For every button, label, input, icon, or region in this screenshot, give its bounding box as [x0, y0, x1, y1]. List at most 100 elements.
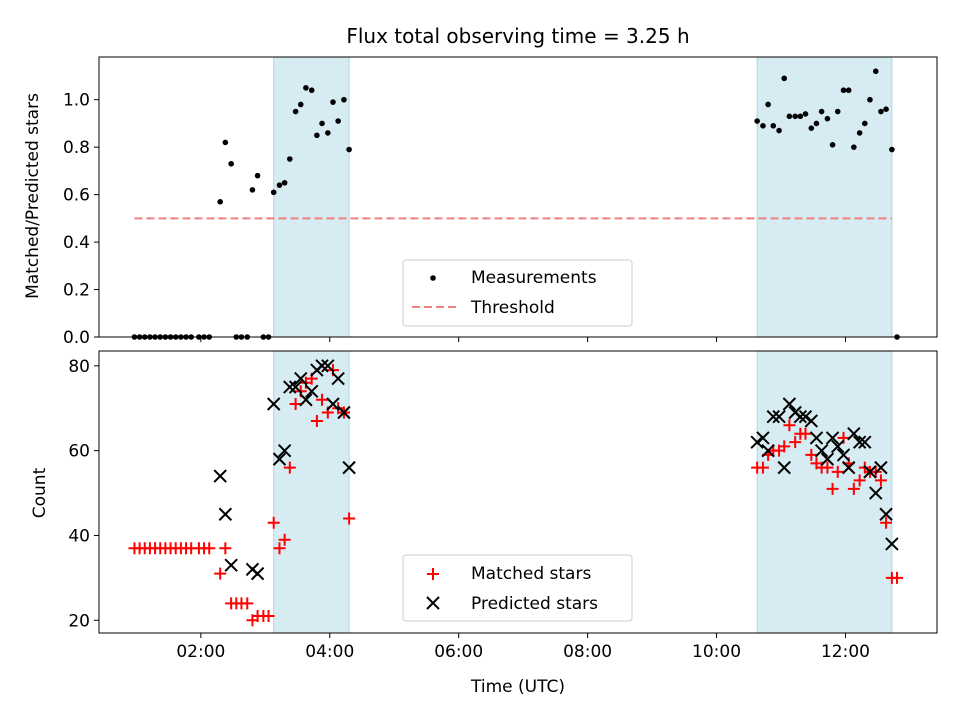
measurements-point-51 [808, 125, 815, 131]
top-y-axis-label: Matched/Predicted stars [23, 93, 43, 299]
ratio-observing-window-1 [273, 56, 350, 338]
predicted-stars-point-29 [793, 410, 808, 424]
predicted-stars-point-7 [272, 452, 287, 466]
ratio-y-tick-label: 0.2 [63, 281, 90, 301]
measurements-point-50 [802, 111, 809, 117]
count-observing-window-1 [273, 350, 350, 634]
predicted-stars-point-27 [782, 397, 797, 411]
predicted-stars-point-11 [294, 371, 308, 386]
predicted-stars-point-8 [277, 443, 292, 458]
measurements-point-41 [754, 118, 760, 124]
measurements-point-57 [840, 87, 847, 94]
predicted-stars-point-20 [342, 460, 356, 475]
measurements-point-16 [217, 198, 223, 205]
predicted-stars-point-44 [874, 460, 888, 475]
predicted-stars-point-15 [315, 359, 329, 373]
measurements-point-45 [776, 127, 782, 134]
count-x-tick-label: 08:00 [563, 642, 612, 662]
ratio-legend-box [402, 259, 633, 327]
count-x-tick-label: 10:00 [692, 642, 741, 662]
count-observing-window-2 [756, 350, 893, 634]
count-x-tick-label: 12:00 [821, 642, 870, 662]
measurements-point-17 [222, 139, 229, 146]
predicted-stars-point-1 [213, 469, 227, 483]
measurements-point-64 [878, 108, 884, 115]
measurements-point-58 [845, 87, 852, 94]
measurements-point-63 [872, 68, 879, 75]
predicted-stars-point-46 [885, 537, 899, 551]
matched-stars-point-67 [891, 571, 904, 584]
measurements-legend-marker [430, 275, 436, 281]
measurements-point-52 [813, 120, 820, 127]
predicted-stars-point-39 [847, 426, 861, 441]
measurements-point-36 [325, 130, 331, 136]
predicted-stars-point-43 [869, 486, 883, 500]
predicted-stars-point-9 [283, 380, 297, 394]
measurements-point-29 [287, 156, 293, 162]
matched-stars-point-59 [847, 482, 860, 495]
predicted-stars-point-12 [299, 393, 313, 407]
predicted-stars-point-42 [863, 465, 877, 479]
predicted-stars-point-22 [756, 431, 770, 445]
matched-stars-point-29 [283, 461, 296, 474]
matched-stars-point-42 [756, 461, 769, 474]
matched-stars-point-26 [267, 516, 280, 529]
chart-title: Flux total observing time = 3.25 h [346, 24, 689, 48]
predicted-stars-point-31 [804, 414, 819, 428]
matched-stars-point-64 [874, 474, 887, 487]
matched-stars-point-25 [262, 610, 275, 623]
matched-stars-point-54 [821, 461, 834, 474]
predicted-stars-point-41 [858, 435, 872, 449]
predicted-stars-point-38 [841, 460, 856, 475]
predicted-stars-point-23 [761, 443, 775, 458]
predicted-stars-point-24 [766, 410, 780, 424]
predicted-stars-point-2 [218, 507, 233, 521]
ratio-y-tick-label: 0.4 [63, 233, 90, 253]
measurements-point-49 [797, 113, 804, 120]
count-legend: Matched stars Predicted stars [402, 554, 633, 622]
matched-stars-legend-label: Matched stars [471, 564, 591, 584]
measurements-point-23 [254, 172, 261, 179]
count-y-tick-label: 60 [68, 442, 90, 462]
count-legend-box [402, 554, 633, 622]
measurements-point-62 [867, 96, 873, 103]
matched-stars-legend-marker [427, 568, 439, 580]
count-axes-frame [98, 350, 938, 634]
matched-stars-point-17 [219, 542, 232, 555]
measurements-point-35 [319, 120, 325, 127]
matched-stars-point-15 [203, 542, 216, 555]
ratio-panel: 0.0 0.2 0.4 0.6 0.8 1.0 [63, 56, 938, 348]
predicted-stars-point-19 [337, 405, 351, 420]
matched-stars-point-35 [316, 393, 329, 406]
matched-stars-point-21 [241, 597, 254, 610]
measurements-point-60 [856, 130, 863, 136]
predicted-stars-point-5 [250, 566, 265, 581]
measurements-point-59 [851, 144, 857, 150]
predicted-stars-point-45 [879, 507, 893, 521]
measurements-point-56 [834, 108, 841, 115]
matched-stars-point-46 [778, 440, 791, 453]
ratio-y-tick-label: 0.6 [63, 186, 90, 206]
matched-stars-point-48 [789, 436, 802, 449]
measurements-point-42 [760, 123, 766, 129]
matched-stars-point-55 [826, 482, 839, 495]
measurements-point-30 [292, 108, 299, 115]
matched-stars-point-30 [289, 398, 302, 411]
predicted-stars-point-17 [326, 397, 340, 411]
predicted-stars-point-6 [266, 397, 281, 411]
predicted-stars-point-13 [305, 384, 319, 398]
matched-stars-point-56 [831, 465, 844, 478]
measurements-point-22 [249, 187, 256, 193]
predicted-stars-point-3 [224, 558, 238, 572]
count-y-tick-label: 20 [68, 611, 90, 631]
predicted-stars-point-21 [750, 435, 764, 449]
matched-stars-point-51 [805, 448, 818, 461]
predicted-stars-point-40 [852, 435, 867, 449]
threshold-legend-label: Threshold [470, 298, 555, 318]
measurements-point-39 [341, 96, 347, 103]
x-axis-label: Time (UTC) [470, 677, 565, 697]
matched-stars-point-27 [273, 542, 286, 555]
measurements-point-27 [276, 182, 283, 188]
predicted-stars-point-34 [820, 452, 835, 466]
